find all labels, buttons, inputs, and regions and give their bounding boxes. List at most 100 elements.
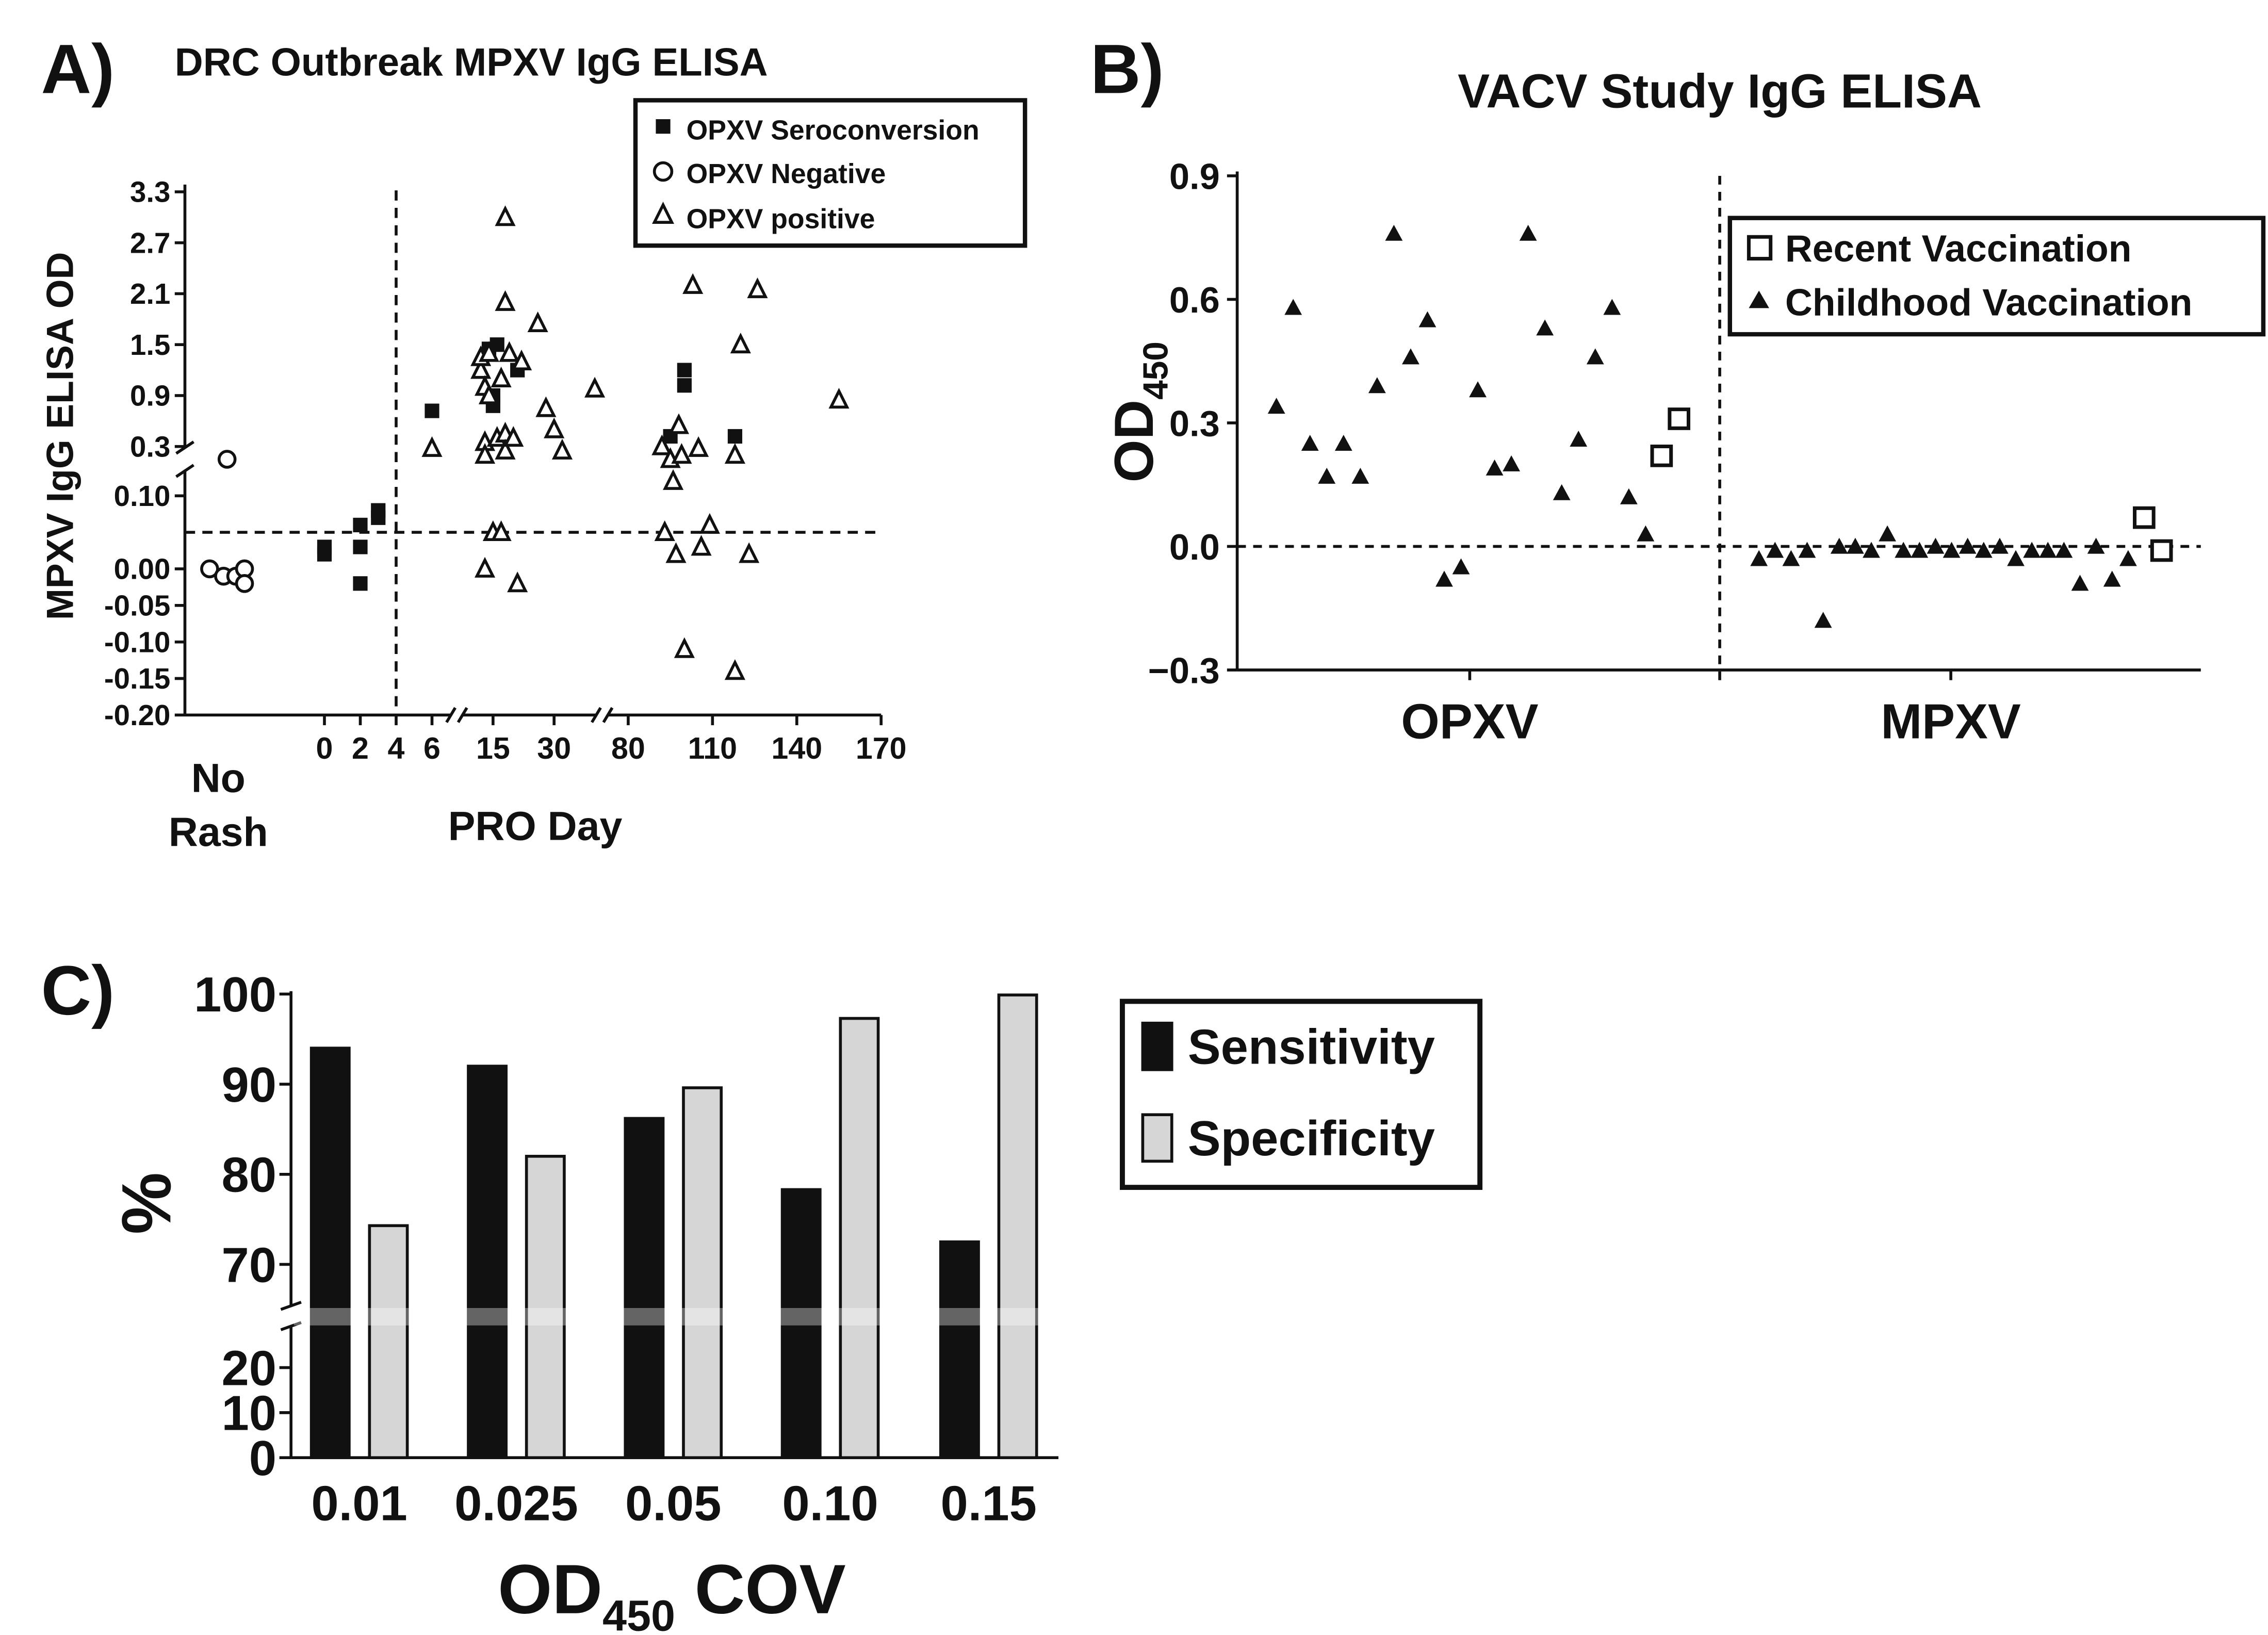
seroconversion-point <box>353 539 368 554</box>
panel-a-y-tick-label: 2.1 <box>130 277 170 310</box>
childhood-vaccination-point <box>1943 542 1961 558</box>
legend-specificity-swatch <box>1141 1113 1173 1163</box>
positive-point <box>527 311 548 332</box>
positive-point <box>688 436 709 457</box>
positive-point <box>654 520 675 542</box>
positive-point <box>495 205 516 226</box>
panel-a-x-tick-label: 80 <box>611 731 645 765</box>
positive-point <box>551 438 573 460</box>
childhood-vaccination-point <box>1798 542 1816 558</box>
panel-c-y-tick-label: 70 <box>221 1237 276 1293</box>
childhood-vaccination-point <box>1911 542 1929 558</box>
childhood-vaccination-point <box>2039 542 2057 558</box>
legend-sensitivity-label: Sensitivity <box>1188 1020 1435 1075</box>
panel-b-y-tick-label: 0.0 <box>1169 527 1220 567</box>
panel-a-y-tick-label: 0.00 <box>114 553 171 585</box>
childhood-vaccination-point <box>1879 525 1896 542</box>
childhood-vaccination-point <box>1637 525 1655 542</box>
childhood-vaccination-point <box>1435 570 1453 587</box>
panel-a-x-break-mark <box>456 707 468 723</box>
seroconversion-point <box>353 517 368 533</box>
childhood-vaccination-point <box>1750 550 1768 566</box>
legend-positive-label: OPXV positive <box>687 204 875 234</box>
panel-b-axes <box>1235 171 2201 680</box>
childhood-vaccination-point <box>1570 431 1588 447</box>
panel-b-y-tick-label: 0.6 <box>1169 280 1220 320</box>
sensitivity-bar <box>939 1240 980 1460</box>
panel-a-label: A) <box>41 30 115 108</box>
positive-point <box>651 434 673 455</box>
childhood-vaccination-point <box>1503 455 1521 471</box>
legend-seroconversion-marker <box>656 119 671 134</box>
positive-point <box>747 277 768 299</box>
positive-point <box>584 377 606 398</box>
childhood-vaccination-point <box>1782 550 1800 566</box>
recent-vaccination-point <box>2133 506 2156 529</box>
panel-a-x-tick-label: 2 <box>352 731 369 765</box>
panel-c-axes <box>280 991 1058 1460</box>
recent-vaccination-point <box>2150 539 2173 562</box>
childhood-vaccination-point <box>1351 467 1369 484</box>
specificity-bar <box>682 1086 723 1460</box>
positive-point <box>691 535 712 556</box>
childhood-vaccination-point <box>1301 434 1319 451</box>
panel-b-label: B) <box>1090 30 1164 108</box>
panel-c-category-label: 0.05 <box>625 1476 721 1531</box>
specificity-bar <box>525 1155 566 1460</box>
childhood-vaccination-point <box>1927 537 1945 554</box>
positive-point <box>724 659 745 680</box>
childhood-vaccination-point <box>1863 542 1880 558</box>
panel-b-title: VACV Study IgG ELISA <box>1458 64 1982 118</box>
positive-point <box>535 396 557 417</box>
panel-a-y-break-mark <box>175 464 194 478</box>
legend-childhood-vaccination-label: Childhood Vaccination <box>1785 281 2193 323</box>
panel-a-y-tick-label: -0.20 <box>104 699 170 731</box>
childhood-vaccination-point <box>1975 542 1993 558</box>
childhood-vaccination-point <box>2023 542 2041 558</box>
panel-c-y-tick-label: 80 <box>221 1148 276 1203</box>
positive-point <box>421 436 443 457</box>
childhood-vaccination-point <box>1519 224 1537 241</box>
panel-a-y-tick-label: -0.15 <box>104 662 170 695</box>
positive-point <box>495 290 516 311</box>
panel-a-x-tick-label: 30 <box>537 731 571 765</box>
childhood-vaccination-point <box>1267 398 1285 414</box>
panel-c-category-label: 0.15 <box>940 1476 1036 1531</box>
childhood-vaccination-point <box>1334 434 1352 451</box>
panel-c-y-tick-label: 90 <box>221 1057 276 1113</box>
positive-point <box>495 438 516 460</box>
positive-point <box>682 273 704 294</box>
sensitivity-bar <box>467 1065 508 1460</box>
panel-a-x-tick-label: 170 <box>856 731 907 765</box>
panel-a-x-tick-label: 140 <box>771 731 822 765</box>
panel-a-y-tick-label: 0.3 <box>130 430 170 463</box>
panel-b-y-tick-label: 0.9 <box>1169 156 1220 197</box>
seroconversion-point <box>677 363 692 378</box>
childhood-vaccination-point <box>1469 381 1487 398</box>
positive-point <box>730 333 751 354</box>
seroconversion-point <box>353 576 368 591</box>
panel-c-y-tick-label: 10 <box>221 1386 276 1441</box>
childhood-vaccination-point <box>1318 467 1336 484</box>
legend-specificity-label: Specificity <box>1188 1111 1435 1166</box>
legend-recent-vaccination-marker <box>1747 235 1773 261</box>
positive-point <box>470 358 492 379</box>
childhood-vaccination-point <box>1846 537 1864 554</box>
positive-point <box>503 426 524 447</box>
positive-point <box>475 443 496 464</box>
positive-point <box>478 341 500 362</box>
legend-sensitivity-swatch <box>1141 1021 1173 1071</box>
childhood-vaccination-point <box>1284 299 1302 315</box>
specificity-bar <box>839 1017 880 1460</box>
specificity-bar <box>997 993 1038 1460</box>
positive-point <box>663 469 684 490</box>
seroconversion-point <box>371 510 386 525</box>
specificity-bar <box>368 1224 409 1460</box>
panel-c-category-label: 0.01 <box>311 1476 407 1531</box>
childhood-vaccination-point <box>1401 348 1419 365</box>
panel-a-x-break-mark <box>602 707 614 723</box>
positive-point <box>499 341 520 362</box>
panel-a-x-tick-label: 0 <box>316 731 333 765</box>
childhood-vaccination-point <box>1895 542 1913 558</box>
